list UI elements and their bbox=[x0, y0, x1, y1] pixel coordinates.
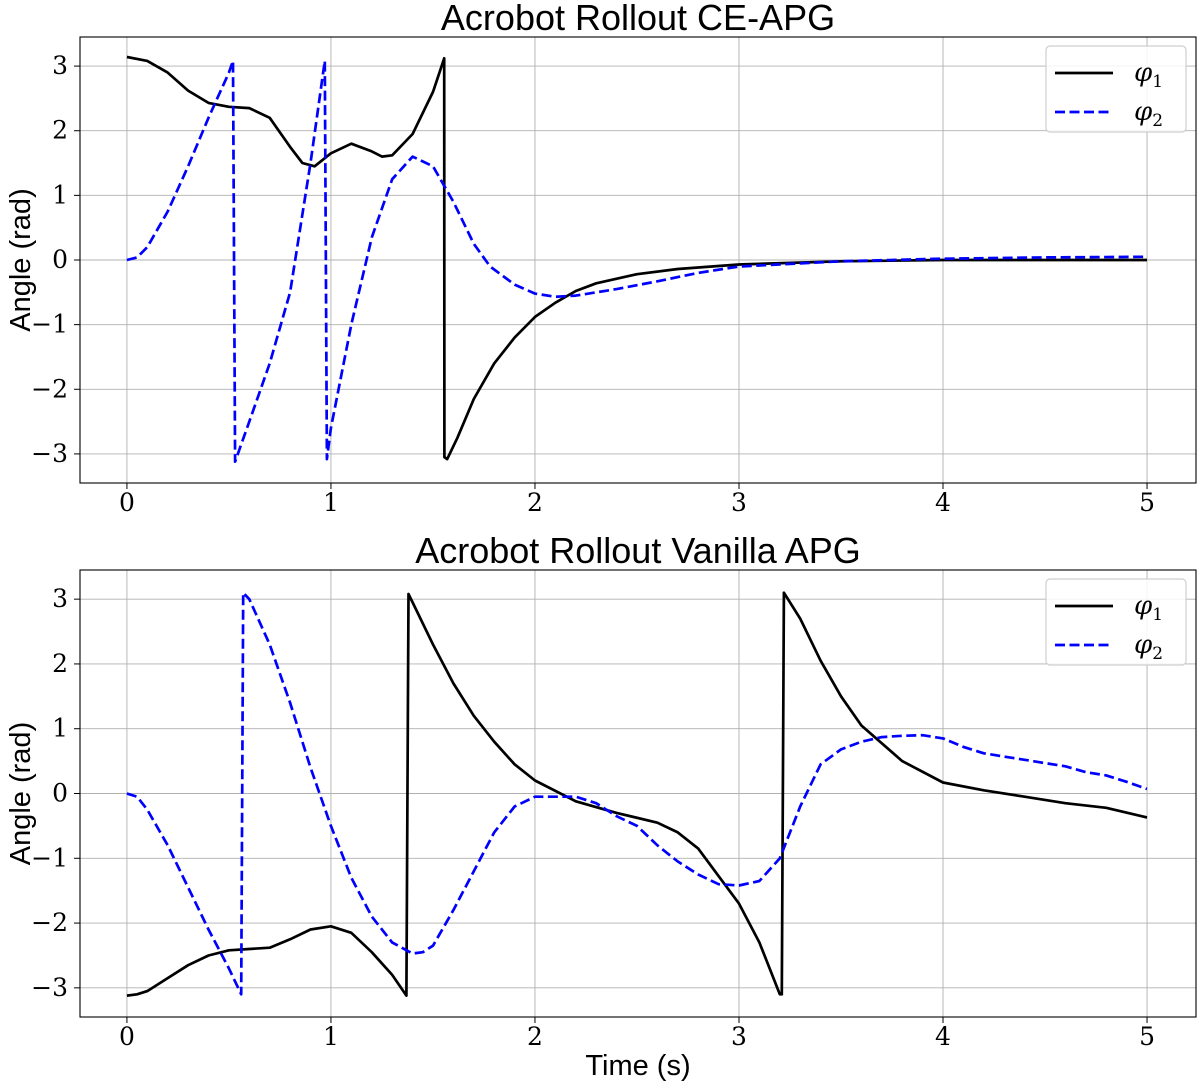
y-tick-label: −2 bbox=[31, 908, 68, 937]
legend-box bbox=[1045, 45, 1187, 133]
y-tick-label: −2 bbox=[31, 374, 68, 403]
x-tick-label: 2 bbox=[527, 488, 543, 517]
x-tick-label: 2 bbox=[527, 1022, 543, 1051]
y-tick-label: 3 bbox=[52, 51, 68, 80]
y-axis-label: Angle (rad) bbox=[5, 722, 37, 865]
x-tick-label: 4 bbox=[935, 1022, 951, 1051]
legend-subscript: 1 bbox=[1152, 72, 1163, 92]
y-tick-label: −1 bbox=[31, 310, 68, 339]
chart-title: Acrobot Rollout Vanilla APG bbox=[415, 530, 861, 571]
x-tick-label: 5 bbox=[1139, 1022, 1155, 1051]
y-tick-label: 0 bbox=[52, 245, 68, 274]
x-tick-label: 3 bbox=[731, 488, 747, 517]
x-tick-label: 4 bbox=[935, 488, 951, 517]
series-line-phi2 bbox=[126, 591, 1148, 996]
y-tick-label: 2 bbox=[52, 116, 68, 145]
y-tick-label: −3 bbox=[31, 439, 68, 468]
y-tick-label: 0 bbox=[52, 779, 68, 808]
legend-subscript: 2 bbox=[1152, 644, 1163, 664]
y-tick-label: −1 bbox=[31, 843, 68, 872]
x-tick-label: 3 bbox=[731, 1022, 747, 1051]
y-tick-label: 3 bbox=[52, 584, 68, 613]
x-tick-label: 0 bbox=[119, 1022, 135, 1051]
plot-ce-apg: 0 1 2 3 4 5 −3 −2 −1 0 1 2 3 Acrobot Rollout CE-APG An… bbox=[5, 0, 1197, 517]
series-line-phi1 bbox=[126, 55, 1147, 461]
y-tick-label: −3 bbox=[31, 973, 68, 1002]
x-tick-label: 5 bbox=[1139, 488, 1155, 517]
x-axis-label: Time (s) bbox=[585, 1050, 690, 1082]
legend-subscript: 2 bbox=[1152, 111, 1163, 131]
chart-title: Acrobot Rollout CE-APG bbox=[441, 0, 835, 38]
y-tick-label: 1 bbox=[52, 714, 68, 743]
plot-vanilla-apg: 0 1 2 3 4 5 −3 −2 −1 0 1 2 3 Acrobot Rollout Vanilla … bbox=[5, 530, 1197, 1082]
y-tick-label: 2 bbox=[52, 649, 68, 678]
legend-box bbox=[1045, 578, 1187, 666]
x-tick-label: 1 bbox=[323, 488, 339, 517]
series-line-phi1 bbox=[126, 591, 1148, 997]
series-line-phi2 bbox=[126, 59, 1148, 464]
x-tick-label: 0 bbox=[119, 488, 135, 517]
x-tick-label: 1 bbox=[323, 1022, 339, 1051]
legend-subscript: 1 bbox=[1152, 605, 1163, 625]
y-tick-label: 1 bbox=[52, 180, 68, 209]
y-axis-label: Angle (rad) bbox=[5, 188, 37, 331]
